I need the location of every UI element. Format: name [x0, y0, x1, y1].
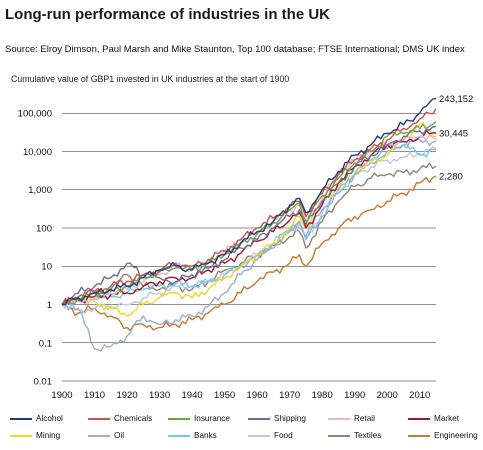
x-tick-label: 1920: [116, 390, 137, 401]
end-value-label: 30,445: [439, 129, 468, 140]
legend-label: Chemicals: [114, 414, 153, 423]
legend-swatch: [88, 417, 110, 420]
chart-plot: 0.01 0.1 1 10 100 1,000 10,000 100,000 1900 1910…: [18, 94, 474, 401]
x-tick-label: 1940: [182, 390, 203, 401]
legend-swatch: [328, 434, 350, 437]
legend-label: Banks: [194, 431, 217, 440]
y-tick-label: 10: [41, 262, 52, 273]
legend-label: Insurance: [194, 414, 230, 423]
end-value-label: 2,280: [439, 172, 463, 183]
legend-label: Retail: [354, 414, 375, 423]
chart-title: Long-run performance of industries in th…: [5, 6, 331, 23]
y-tick-label: 1,000: [28, 185, 52, 196]
legend-swatch: [168, 434, 190, 437]
series-line-oil: [61, 137, 437, 352]
x-tick-label: 1970: [279, 390, 300, 401]
x-tick-label: 1980: [312, 390, 333, 401]
x-tick-label: 1990: [344, 390, 365, 401]
legend-item-food: Food: [248, 431, 293, 440]
legend-label: Alcohol: [36, 414, 63, 423]
chart-subtitle: Cumulative value of GBP1 invested in UK …: [11, 74, 290, 84]
legend-label: Market: [434, 414, 460, 423]
x-tick-label: 2000: [377, 390, 398, 401]
legend-swatch: [10, 434, 32, 437]
legend-swatch: [248, 434, 270, 437]
legend-row: Mining Oil Banks Food Textiles Engineering: [10, 431, 480, 448]
legend-item-alcohol: Alcohol: [10, 414, 63, 423]
x-tick-label: 1910: [84, 390, 105, 401]
legend: Alcohol Chemicals Insurance Shipping Retail M…: [10, 414, 480, 448]
x-tick-label: 2010: [409, 390, 430, 401]
legend-label: Oil: [114, 431, 125, 440]
legend-item-insurance: Insurance: [168, 414, 230, 423]
legend-row: Alcohol Chemicals Insurance Shipping Retail M…: [10, 414, 480, 431]
legend-swatch: [10, 417, 32, 420]
y-tick-label: 100: [36, 223, 52, 234]
end-labels: 243,152 30,445 2,280: [439, 94, 473, 183]
legend-swatch: [168, 417, 190, 420]
x-tick-label: 1900: [51, 390, 72, 401]
y-tick-label: 1: [47, 300, 52, 311]
y-axis-ticks: 0.01 0.1 1 10 100 1,000 10,000 100,000: [18, 109, 52, 388]
x-axis-ticks: 1900 1910 1920 1930 1940 1950 1960 1970 1980 1990…: [51, 390, 430, 401]
legend-item-oil: Oil: [88, 431, 124, 440]
legend-item-retail: Retail: [328, 414, 375, 423]
x-tick-label: 1930: [149, 390, 170, 401]
legend-swatch: [88, 434, 110, 437]
end-value-label: 243,152: [439, 94, 473, 105]
legend-item-market: Market: [408, 414, 459, 423]
legend-item-mining: Mining: [10, 431, 60, 440]
y-tick-label: 10,000: [23, 147, 52, 158]
series-line-market: [61, 129, 437, 305]
legend-swatch: [328, 417, 350, 420]
y-tick-label: 100,000: [18, 109, 52, 120]
legend-label: Mining: [36, 431, 61, 440]
legend-swatch: [408, 434, 430, 437]
series-line-insurance: [61, 121, 437, 306]
series-line-alcohol: [61, 97, 437, 306]
legend-item-textiles: Textiles: [328, 431, 381, 440]
legend-label: Engineering: [434, 431, 478, 440]
legend-item-engineering: Engineering: [408, 431, 478, 440]
legend-item-chemicals: Chemicals: [88, 414, 152, 423]
legend-label: Shipping: [274, 414, 306, 423]
legend-label: Textiles: [354, 431, 382, 440]
y-tick-label: 0.01: [34, 377, 53, 388]
series-line-shipping: [61, 125, 437, 306]
series-lines: [61, 97, 437, 352]
legend-swatch: [248, 417, 270, 420]
series-line-textiles: [61, 162, 437, 306]
x-tick-label: 1960: [247, 390, 268, 401]
legend-item-shipping: Shipping: [248, 414, 306, 423]
legend-item-banks: Banks: [168, 431, 217, 440]
legend-label: Food: [274, 431, 293, 440]
y-tick-label: 0.1: [39, 338, 52, 349]
series-line-engineering: [61, 175, 437, 332]
chart-source: Source: Elroy Dimson, Paul Marsh and Mik…: [5, 44, 465, 55]
series-line-mining: [61, 122, 437, 317]
legend-swatch: [408, 417, 430, 420]
x-tick-label: 1950: [214, 390, 235, 401]
